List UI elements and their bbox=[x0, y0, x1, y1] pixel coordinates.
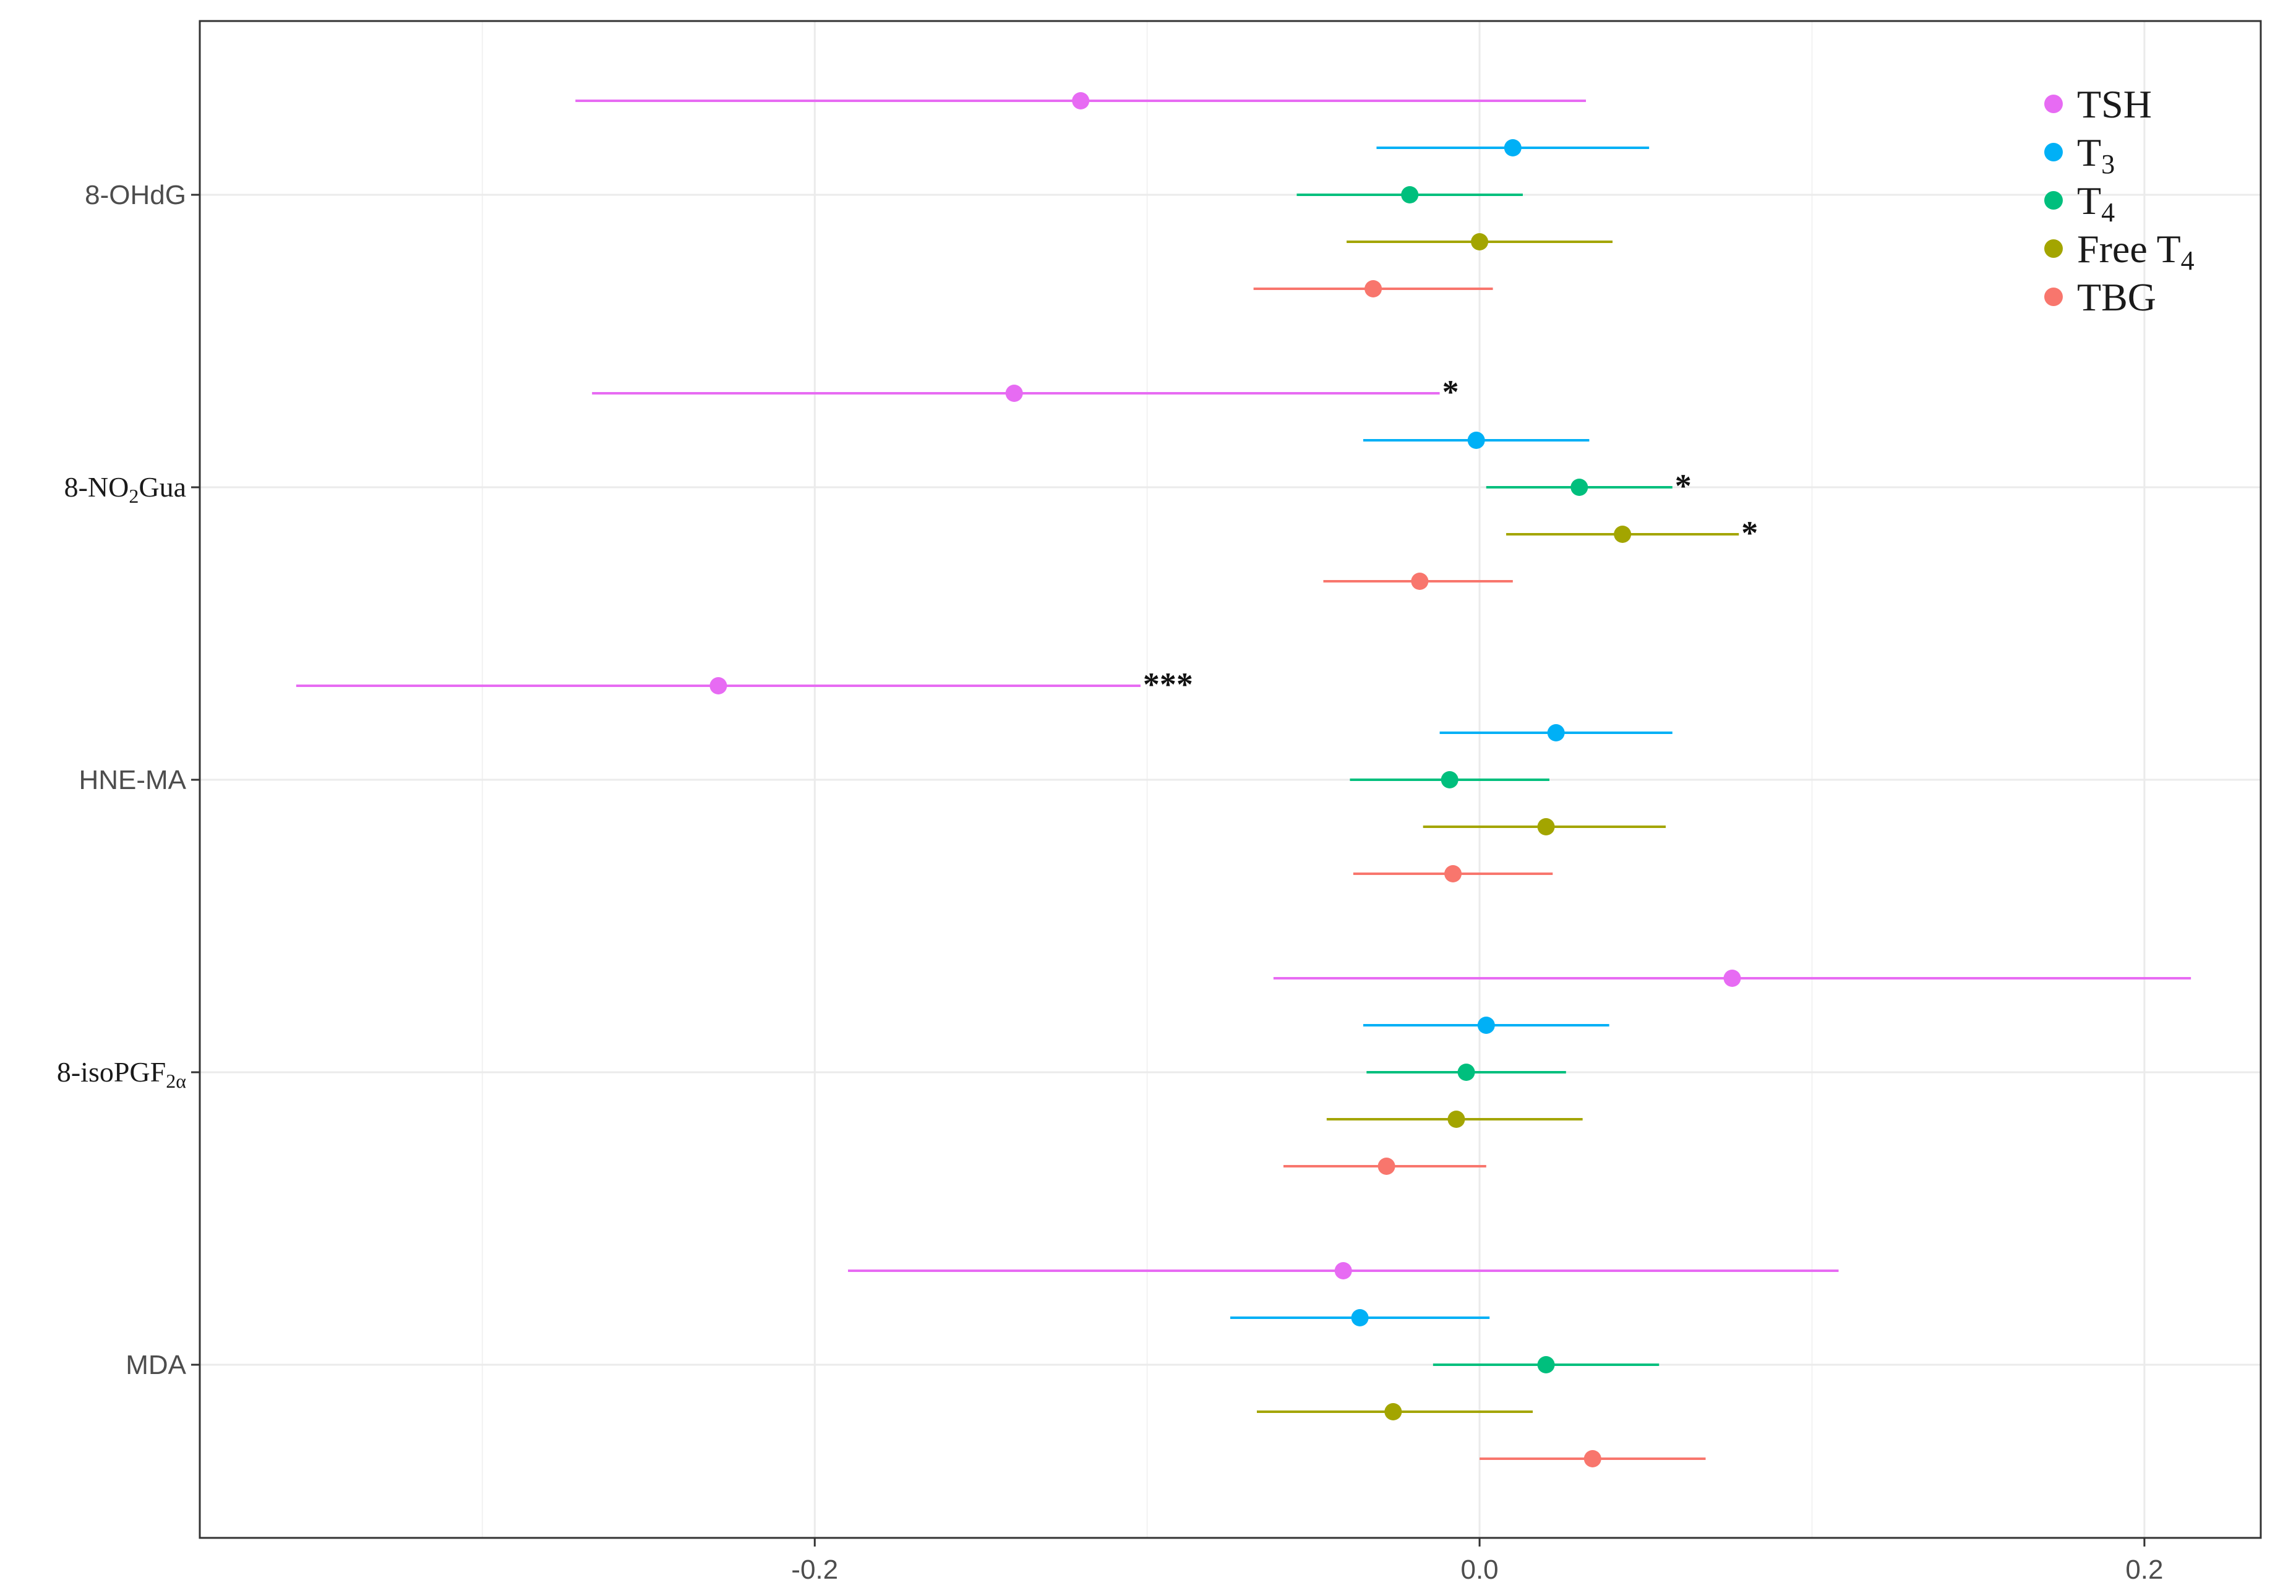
estimate-point bbox=[1504, 139, 1522, 156]
y-tick-label: 8-isoPGF2α bbox=[57, 1056, 186, 1092]
significance-marker: *** bbox=[1143, 666, 1193, 703]
x-tick-label: 0.0 bbox=[1460, 1555, 1498, 1585]
x-tick-label: 0.2 bbox=[2125, 1555, 2163, 1585]
estimate-point bbox=[1411, 573, 1429, 590]
chart-marks: ****** bbox=[296, 92, 2191, 1467]
legend-label: T4 bbox=[2077, 179, 2115, 228]
y-axis: 8-OHdG 8-NO2Gua HNE-MA 8-isoPGF2α MDA bbox=[57, 180, 200, 1380]
estimate-point bbox=[1570, 479, 1588, 496]
legend-label: TBG bbox=[2077, 275, 2156, 319]
estimate-point bbox=[1547, 724, 1565, 741]
legend-key bbox=[2044, 191, 2063, 210]
estimate-point bbox=[1537, 1356, 1555, 1373]
estimate-point bbox=[1384, 1403, 1402, 1420]
estimate-point bbox=[1377, 1158, 1395, 1175]
y-tick-label: HNE-MA bbox=[79, 765, 186, 795]
estimate-point bbox=[1583, 1450, 1601, 1467]
y-tick-label: 8-NO2Gua bbox=[64, 471, 186, 507]
estimate-point bbox=[1471, 233, 1489, 250]
estimate-point bbox=[1072, 92, 1090, 109]
legend-label: T3 bbox=[2077, 130, 2115, 179]
estimate-point bbox=[1444, 865, 1462, 882]
estimate-point bbox=[1364, 280, 1382, 297]
estimate-point bbox=[1477, 1017, 1495, 1034]
estimate-point bbox=[1457, 1064, 1475, 1081]
legend-key bbox=[2044, 143, 2063, 161]
x-axis: -0.2 0.0 0.2 bbox=[791, 1538, 2163, 1585]
estimate-point bbox=[1447, 1111, 1465, 1128]
estimate-point bbox=[1441, 771, 1459, 788]
estimate-point bbox=[1614, 526, 1632, 543]
estimate-point bbox=[1723, 970, 1741, 987]
significance-marker: * bbox=[1675, 467, 1692, 505]
estimate-point bbox=[1467, 432, 1485, 449]
estimate-point bbox=[1334, 1262, 1352, 1279]
estimate-point bbox=[1537, 818, 1555, 835]
y-tick-label: MDA bbox=[126, 1350, 186, 1380]
significance-marker: * bbox=[1741, 514, 1758, 552]
y-tick-label: 8-OHdG bbox=[85, 180, 186, 210]
estimate-point bbox=[709, 677, 727, 694]
legend-key bbox=[2044, 288, 2063, 306]
x-tick-label: -0.2 bbox=[791, 1555, 838, 1585]
legend-key bbox=[2044, 95, 2063, 113]
legend-label: Free T4 bbox=[2077, 227, 2195, 276]
significance-marker: * bbox=[1442, 373, 1459, 411]
legend-label: TSH bbox=[2077, 82, 2152, 126]
estimate-point bbox=[1351, 1309, 1369, 1326]
estimate-point bbox=[1401, 186, 1419, 203]
estimate-point bbox=[1005, 385, 1023, 402]
legend-key bbox=[2044, 239, 2063, 258]
